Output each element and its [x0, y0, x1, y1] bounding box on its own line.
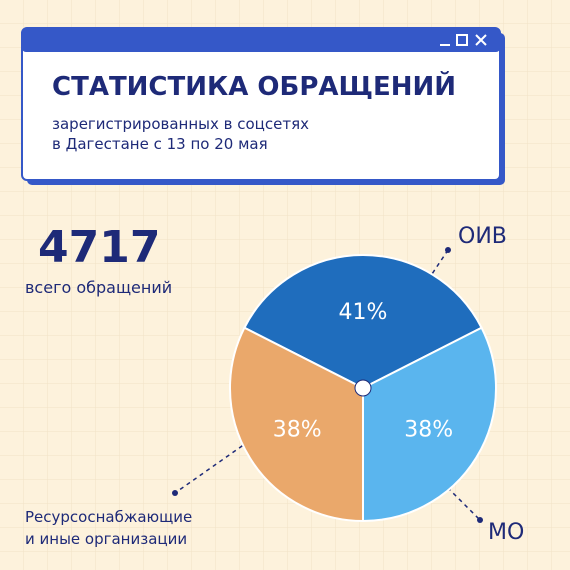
- pie-center: [354, 379, 372, 397]
- pie: 41% 38% 38%: [229, 254, 497, 523]
- window-controls: [440, 34, 487, 46]
- data-label: 38%: [273, 417, 322, 442]
- data-label: 41%: [339, 300, 388, 325]
- subtitle: зарегистрированных в соцсетях в Дагестан…: [52, 115, 309, 153]
- legend-label: Ресурсоснабжающие и иные организации: [25, 508, 193, 548]
- total-label: всего обращений: [25, 278, 173, 297]
- legend-label: МО: [488, 520, 525, 545]
- pie-slice: [243, 254, 483, 390]
- pie-slice: [229, 326, 364, 523]
- legend-label: ОИВ: [458, 224, 507, 249]
- title: СТАТИСТИКА ОБРАЩЕНИЙ: [52, 72, 457, 102]
- data-label: 38%: [404, 417, 453, 442]
- title-bar: [22, 28, 500, 52]
- total-value: 4717: [38, 222, 161, 273]
- pie-slice: [362, 326, 497, 523]
